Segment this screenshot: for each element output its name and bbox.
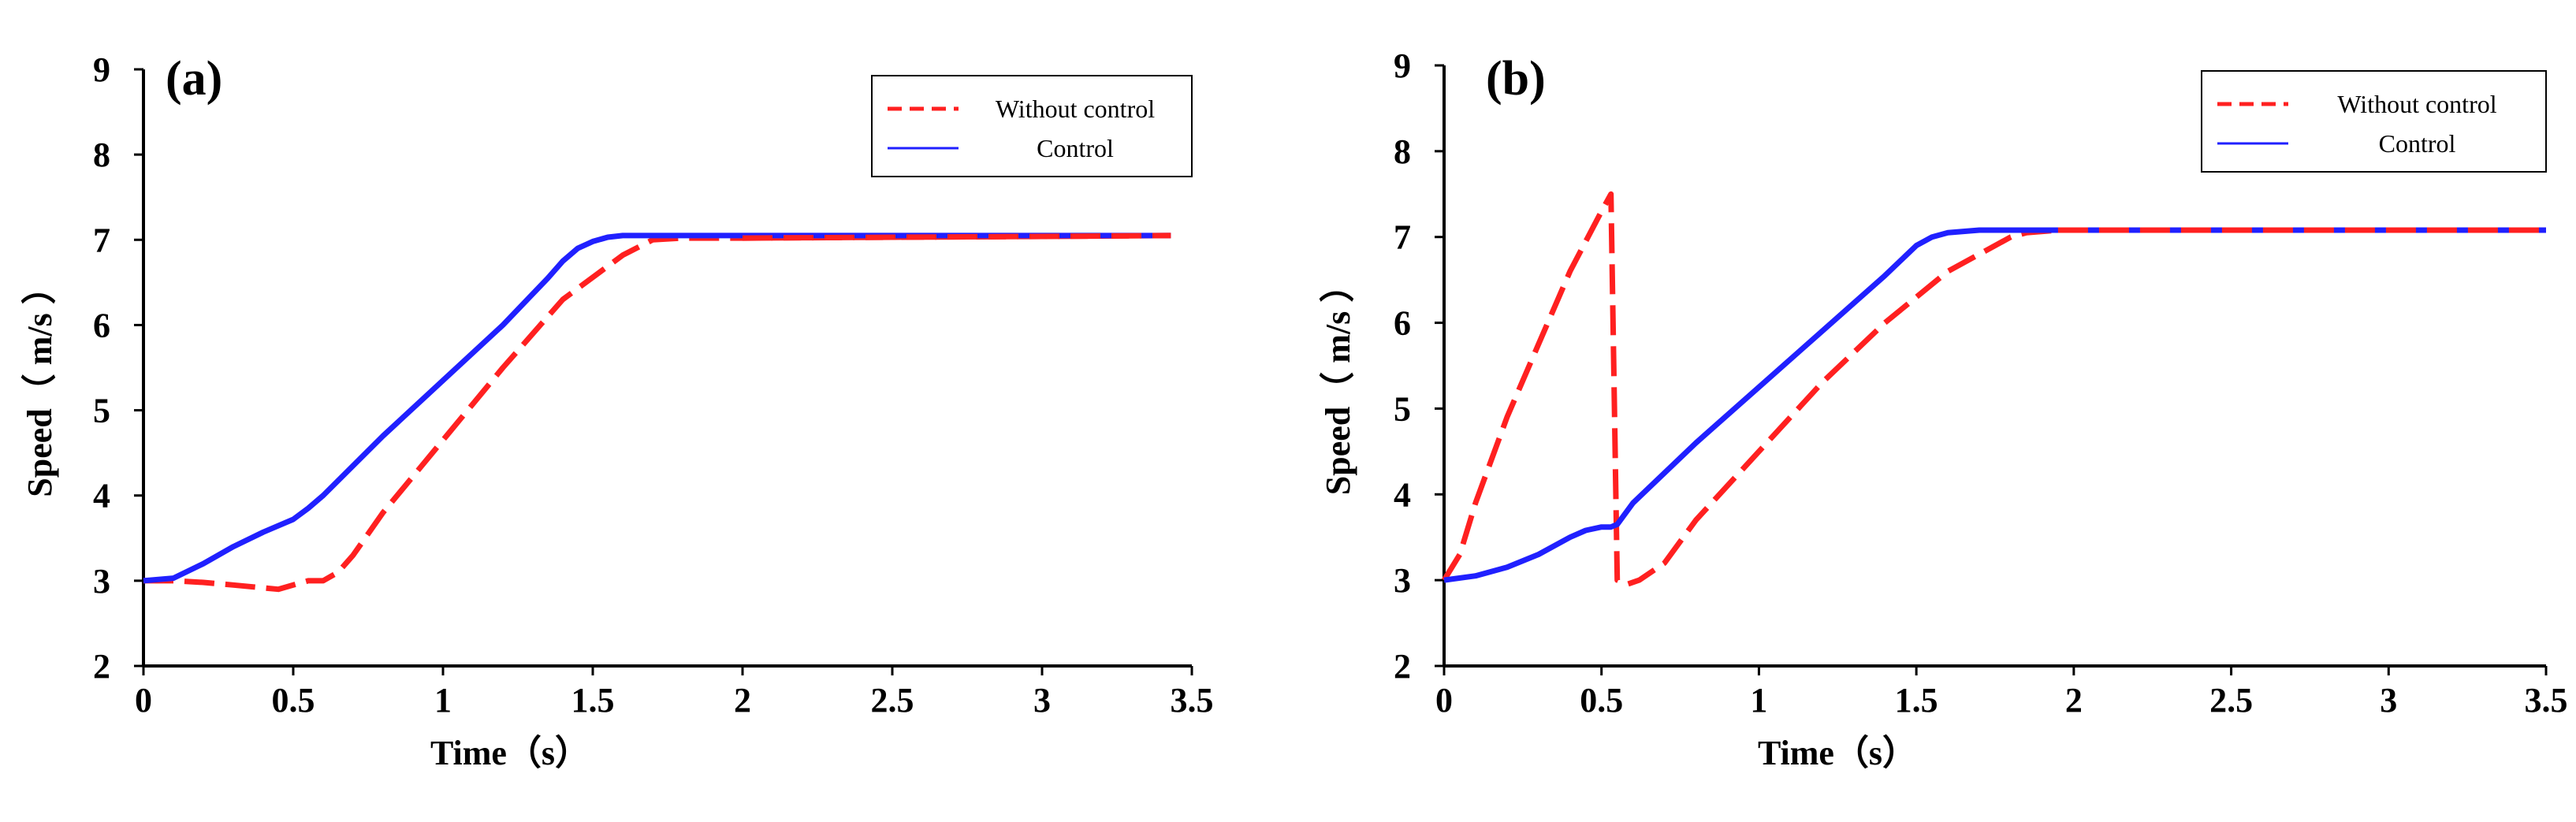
- chart0-x-tick-label: 3: [1033, 681, 1051, 720]
- chart1-legend-label-without-control: Without control: [2337, 90, 2496, 118]
- chart0-y-axis-title: Speed（ m/s ）: [20, 270, 59, 497]
- chart0-legend: Without control Control: [871, 75, 1193, 177]
- chart1-x-axis-title: Time（s）: [1758, 734, 1917, 772]
- chart0-x-tick-label: 3.5: [1171, 681, 1214, 720]
- chart1-y-tick-label: 6: [1394, 304, 1411, 343]
- chart1-x-tick-label: 2: [2065, 681, 2083, 720]
- chart0-series-control-line: [143, 232, 1171, 584]
- chart0-x-tick-label: 2.5: [871, 681, 914, 720]
- chart1-panel-label: (b): [1486, 52, 1546, 106]
- chart0-legend-box: [871, 75, 1193, 177]
- chart0-x-tick-label: 0: [135, 681, 152, 720]
- chart1-x-tick-label: 0: [1435, 681, 1453, 720]
- chart0-group: 0 0.5 1 1.5 2 2.5 3 3.5 2 3 4 5 6 7 8 9 Time（s） Speed（ m/…: [20, 50, 1214, 772]
- chart1-y-axis-title: Speed（ m/s ）: [1319, 268, 1357, 495]
- chart0-legend-label-without-control: Without control: [996, 95, 1155, 123]
- chart0-y-tick-label: 5: [93, 392, 110, 430]
- chart0-series-without-control-overlay: [742, 232, 1171, 241]
- chart1-y-tick-label: 5: [1394, 389, 1411, 428]
- chart1-y-tick-label: 2: [1394, 647, 1411, 686]
- chart0-y-tick-label: 6: [93, 306, 110, 344]
- chart1-x-tick-label: 2.5: [2209, 681, 2253, 720]
- chart0-x-tick-label: 2: [734, 681, 751, 720]
- chart0-x-tick-label: 1: [434, 681, 452, 720]
- chart1-y-tick-label: 3: [1394, 561, 1411, 600]
- chart1-group: 0 0.5 1 1.5 2 2.5 3 3.5 2 3 4 5 6 7 8 9 Time（s） Speed（ m/…: [1319, 46, 2568, 772]
- chart0-y-tick-label: 7: [93, 221, 110, 259]
- chart1-legend-box: [2201, 70, 2547, 173]
- chart1-x-tick-label: 3: [2380, 681, 2397, 720]
- chart1-x-tick-label: 0.5: [1580, 681, 1623, 720]
- chart1-legend-label-control: Control: [2379, 129, 2456, 158]
- chart0-x-tick-label: 0.5: [272, 681, 315, 720]
- chart0-y-tick-label: 8: [93, 136, 110, 174]
- chart0-y-tick-label: 4: [93, 477, 110, 515]
- chart1-y-tick-label: 7: [1394, 218, 1411, 257]
- chart1-y-tick-label: 8: [1394, 132, 1411, 171]
- chart1-x-tick-label: 3.5: [2525, 681, 2568, 720]
- chart0-y-tick-label: 2: [93, 647, 110, 686]
- chart1-y-tick-label: 4: [1394, 475, 1411, 514]
- chart1-series-control-line: [1443, 227, 2546, 583]
- chart1-x-tick-label: 1: [1750, 681, 1767, 720]
- chart0-series-without-control-line: [143, 232, 1171, 593]
- chart0-panel-label: (a): [166, 52, 222, 106]
- chart1-y-tick-label: 9: [1394, 46, 1411, 85]
- chart0-legend-label-control: Control: [1037, 134, 1114, 162]
- chart0-x-axis-title: Time（s）: [430, 734, 590, 772]
- chart1-x-tick-label: 1.5: [1895, 681, 1938, 720]
- chart0-y-tick-label: 9: [93, 50, 110, 89]
- chart0-x-tick-label: 1.5: [571, 681, 615, 720]
- chart0-y-tick-label: 3: [93, 562, 110, 601]
- chart1-legend: Without control Control: [2201, 70, 2547, 173]
